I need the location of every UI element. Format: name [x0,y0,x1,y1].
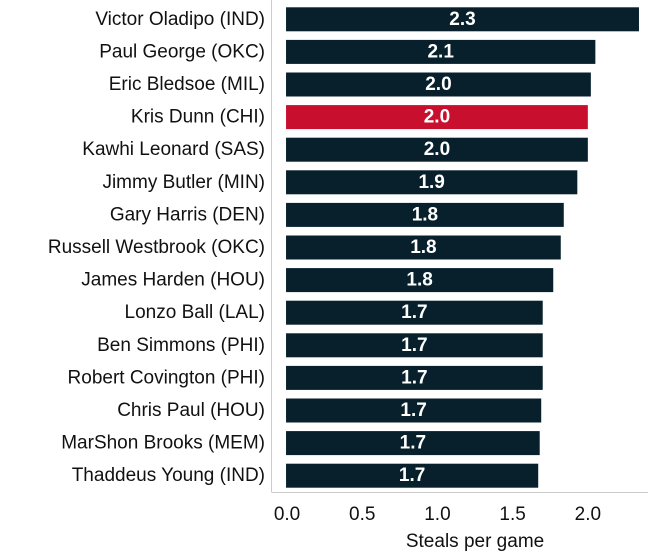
category-label-13: MarShon Brooks (MEM) [61,433,265,454]
value-label-14: 1.7 [399,465,425,486]
bar-8 [286,268,554,293]
bar-4 [286,137,588,162]
category-label-14: Thaddeus Young (IND) [72,465,265,486]
bars-group [286,7,639,488]
category-label-5: Jimmy Butler (MIN) [102,172,265,193]
bar-1 [286,39,596,64]
x-axis-title: Steals per game [406,531,544,552]
bar-13 [286,431,540,456]
bar-2 [286,72,591,97]
value-label-4: 2.0 [424,139,450,160]
category-label-10: Ben Simmons (PHI) [97,335,265,356]
value-label-10: 1.7 [401,335,427,356]
category-label-4: Kawhi Leonard (SAS) [82,139,265,160]
bar-0 [286,7,639,32]
bar-5 [286,170,578,195]
value-label-3: 2.0 [424,107,450,128]
category-label-7: Russell Westbrook (OKC) [48,237,265,258]
bar-11 [286,365,543,390]
bar-6 [286,202,564,227]
x-tick-label-3: 1.5 [499,504,525,525]
category-label-3: Kris Dunn (CHI) [131,107,265,128]
value-label-1: 2.1 [427,41,454,62]
value-label-12: 1.7 [400,400,426,421]
category-label-8: James Harden (HOU) [81,270,265,291]
category-label-11: Robert Covington (PHI) [68,367,265,388]
category-label-9: Lonzo Ball (LAL) [125,302,265,323]
category-label-0: Victor Oladipo (IND) [95,9,265,30]
category-label-6: Gary Harris (DEN) [110,204,265,225]
bar-3 [286,105,588,130]
category-label-12: Chris Paul (HOU) [117,400,265,421]
value-label-2: 2.0 [425,74,451,95]
x-tick-label-2: 1.0 [424,504,450,525]
category-label-1: Paul George (OKC) [99,41,265,62]
value-label-13: 1.7 [400,433,426,454]
x-tick-labels: 0.0 0.5 1.0 1.5 2.0 [274,504,601,525]
bar-10 [286,333,543,358]
bar-9 [286,300,543,325]
value-label-0: 2.3 [449,9,475,30]
value-label-6: 1.8 [412,204,438,225]
bar-12 [286,398,542,423]
category-label-2: Eric Bledsoe (MIL) [109,74,265,95]
value-label-5: 1.9 [418,172,444,193]
value-label-7: 1.8 [410,237,436,258]
bar-7 [286,235,561,260]
value-label-9: 1.7 [401,302,427,323]
category-labels: Victor Oladipo (IND) Paul George (OKC) Eri… [48,9,265,486]
value-labels: 2.3 2.1 2.0 2.0 2.0 1.9 1.8 1.8 1.8 1.7 1.7 1.7 1.7 1… [399,9,476,486]
x-tick-label-4: 2.0 [575,504,601,525]
value-label-8: 1.8 [406,270,432,291]
value-label-11: 1.7 [401,367,427,388]
bar-14 [286,463,539,488]
x-tick-label-0: 0.0 [274,504,300,525]
x-tick-label-1: 0.5 [349,504,375,525]
